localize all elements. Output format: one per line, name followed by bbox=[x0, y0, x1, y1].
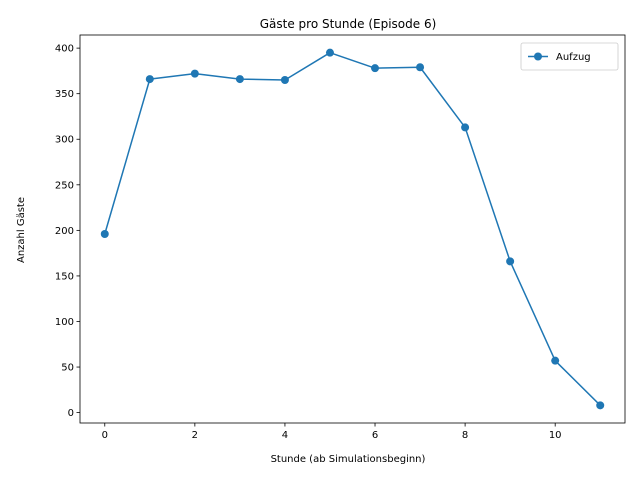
y-tick-label: 200 bbox=[55, 226, 74, 237]
y-axis-label: Anzahl Gäste bbox=[16, 197, 27, 263]
data-point bbox=[145, 75, 154, 84]
data-point bbox=[506, 257, 515, 266]
legend: Aufzug bbox=[520, 42, 619, 71]
y-tick-label: 150 bbox=[55, 271, 74, 282]
data-point bbox=[416, 63, 425, 72]
data-point bbox=[551, 356, 560, 365]
y-tick-label: 300 bbox=[55, 135, 74, 146]
data-point bbox=[371, 64, 380, 73]
y-axis: 0 50 100 150 200 250 300 350 400 bbox=[55, 44, 80, 419]
data-point bbox=[100, 230, 109, 239]
x-tick-label: 10 bbox=[549, 430, 562, 441]
x-tick-label: 6 bbox=[372, 430, 378, 441]
y-tick-label: 100 bbox=[55, 317, 74, 328]
data-point bbox=[190, 69, 199, 78]
data-point bbox=[325, 48, 334, 57]
y-tick-label: 250 bbox=[55, 180, 74, 191]
y-tick-label: 50 bbox=[61, 363, 74, 374]
y-tick-label: 400 bbox=[55, 44, 74, 55]
chart-title: Gäste pro Stunde (Episode 6) bbox=[260, 17, 437, 31]
x-axis: 0 2 4 6 8 10 bbox=[102, 423, 562, 441]
axes-frame bbox=[79, 34, 626, 424]
legend-label: Aufzug bbox=[556, 52, 591, 63]
series-line bbox=[104, 51, 601, 406]
x-axis-label: Stunde (ab Simulationsbeginn) bbox=[271, 454, 426, 465]
data-point bbox=[235, 75, 244, 84]
data-point bbox=[280, 76, 289, 85]
x-tick-label: 8 bbox=[462, 430, 468, 441]
y-tick-label: 350 bbox=[55, 89, 74, 100]
x-tick-label: 4 bbox=[282, 430, 288, 441]
x-tick-label: 2 bbox=[192, 430, 198, 441]
legend-box bbox=[520, 42, 619, 71]
data-point bbox=[461, 123, 470, 132]
plot-area bbox=[79, 34, 626, 424]
data-point bbox=[596, 401, 605, 410]
legend-marker bbox=[534, 52, 542, 61]
y-tick-label: 0 bbox=[68, 408, 74, 419]
series-layer bbox=[100, 48, 605, 410]
x-tick-label: 0 bbox=[102, 430, 108, 441]
